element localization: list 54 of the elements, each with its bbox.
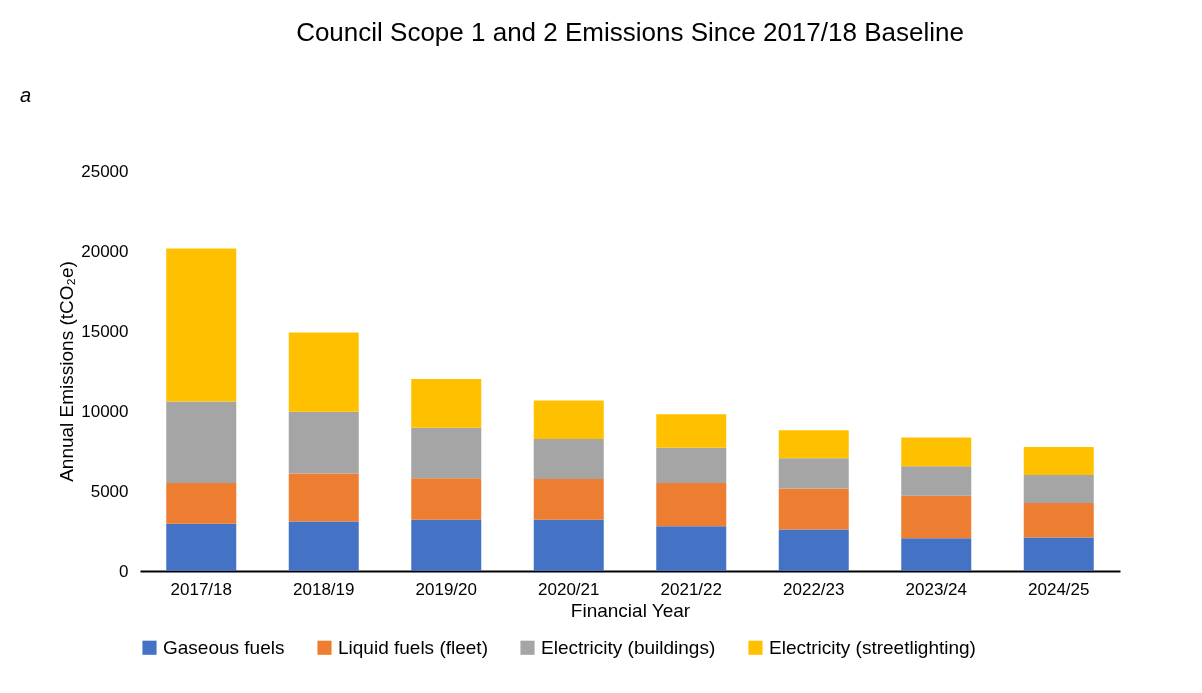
bar	[533, 519, 604, 571]
x-axis-title: Financial Year	[570, 599, 691, 621]
bar	[288, 521, 359, 571]
bar	[901, 495, 972, 539]
y-axis-title: Annual Emissions (tCO₂e)	[56, 261, 78, 482]
y-tick-label: 15000	[81, 321, 129, 341]
bar	[411, 519, 482, 571]
legend-label: Electricity (buildings)	[541, 636, 716, 658]
bar	[656, 483, 727, 527]
x-tick-label: 2024/25	[1028, 579, 1090, 599]
x-tick-label: 2017/18	[170, 579, 232, 599]
legend-label: Liquid fuels (fleet)	[338, 636, 488, 658]
bar	[1023, 475, 1094, 503]
bar	[166, 523, 237, 571]
bar	[901, 538, 972, 571]
bar	[901, 437, 972, 467]
bar	[288, 473, 359, 522]
bar	[778, 529, 849, 571]
bar	[166, 401, 237, 483]
bar	[411, 478, 482, 520]
bar	[411, 427, 482, 479]
y-tick-label: 5000	[90, 481, 129, 501]
bar	[778, 488, 849, 530]
legend-label: Electricity (streetlighting)	[769, 636, 976, 658]
text: a	[20, 84, 32, 106]
bar	[1023, 447, 1094, 475]
y-tick-label: 20000	[81, 241, 129, 261]
bar	[656, 447, 727, 483]
x-tick-label: 2020/21	[538, 579, 600, 599]
chart-title: Council Scope 1 and 2 Emissions Since 2017/18 Baseline	[296, 17, 964, 47]
x-tick-label: 2022/23	[783, 579, 845, 599]
x-tick-label: 2018/19	[293, 579, 355, 599]
bar	[288, 332, 359, 412]
bar	[1023, 503, 1094, 538]
legend-label: Gaseous fuels	[163, 636, 285, 658]
y-tick-label: 25000	[81, 161, 129, 181]
bar	[1023, 537, 1094, 571]
bar	[166, 483, 237, 524]
bar	[656, 526, 727, 571]
bar	[656, 414, 727, 448]
bar	[288, 411, 359, 474]
bar	[901, 466, 972, 496]
bar	[411, 379, 482, 428]
bar	[778, 458, 849, 489]
bar	[778, 430, 849, 459]
x-tick-label: 2021/22	[660, 579, 722, 599]
x-tick-label: 2023/24	[905, 579, 967, 599]
y-tick-label: 0	[119, 561, 129, 581]
bar	[533, 439, 604, 479]
bar	[533, 479, 604, 520]
bar	[533, 400, 604, 439]
y-tick-label: 10000	[81, 401, 129, 421]
x-tick-label: 2019/20	[415, 579, 477, 599]
bar	[166, 248, 237, 402]
